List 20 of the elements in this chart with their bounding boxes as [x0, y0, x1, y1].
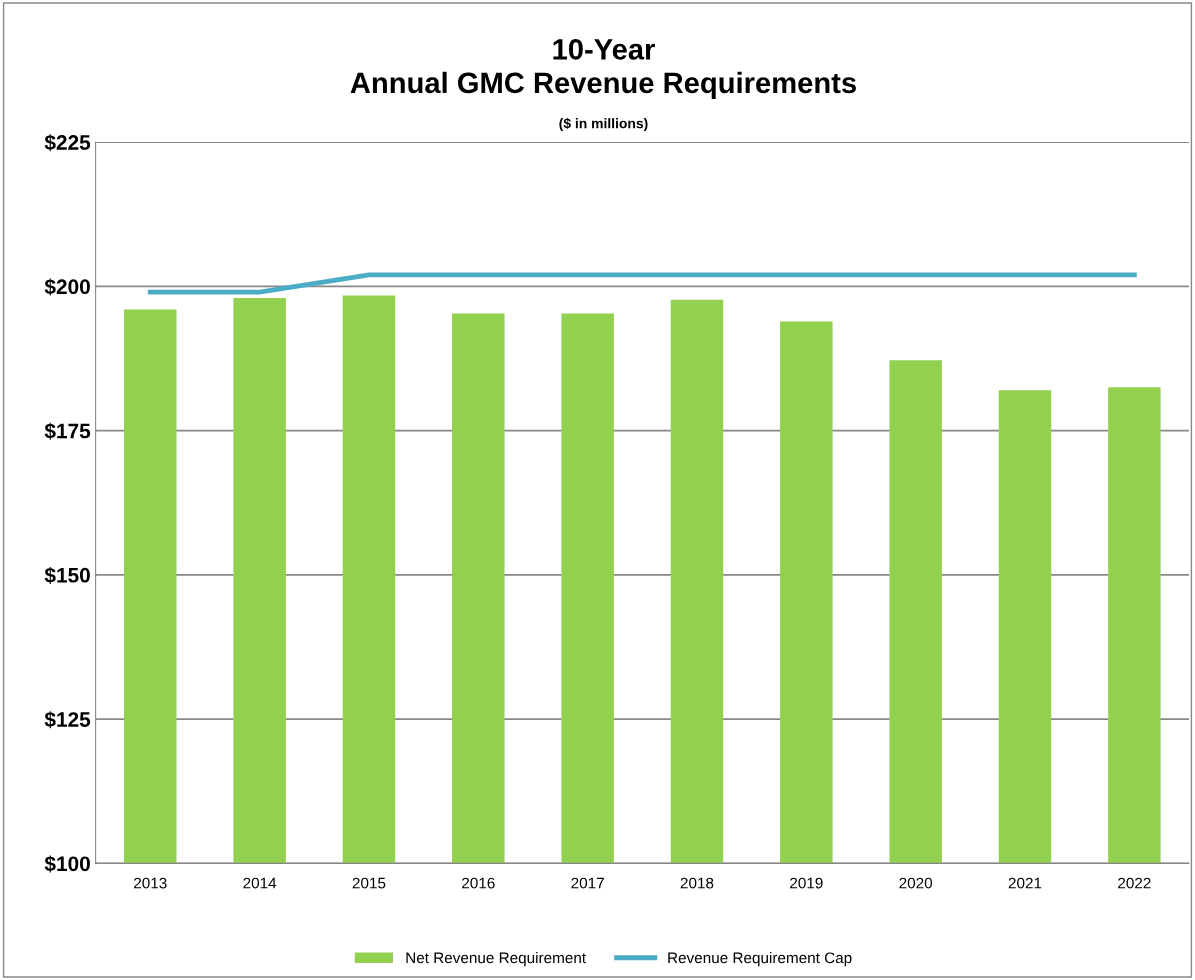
- x-tick-label: 2021: [1008, 877, 1042, 889]
- legend-label: Net Revenue Requirement: [406, 952, 586, 967]
- y-tick-label: $225: [44, 134, 91, 152]
- y-tick-label: $150: [44, 566, 90, 584]
- chart-title: 10-Year Annual GMC Revenue Requirements: [350, 39, 856, 99]
- y-tick-label: $200: [44, 278, 90, 296]
- x-tick-label: 2018: [680, 877, 714, 889]
- x-tick-label: 2016: [462, 877, 495, 889]
- x-tick-label: 2015: [352, 877, 386, 889]
- legend-label: Revenue Requirement Cap: [668, 952, 852, 967]
- y-tick-label: $175: [44, 422, 91, 440]
- x-tick-label: 2014: [243, 877, 277, 889]
- chart-subtitle: ($ in millions): [559, 117, 648, 132]
- x-tick-label: 2020: [899, 877, 933, 889]
- x-tick-label: 2022: [1118, 877, 1151, 889]
- y-tick-label: $100: [44, 855, 90, 873]
- x-tick-label: 2019: [790, 877, 823, 889]
- x-tick-label: 2017: [571, 877, 604, 889]
- x-tick-label: 2013: [134, 877, 167, 889]
- y-tick-label: $125: [44, 711, 91, 729]
